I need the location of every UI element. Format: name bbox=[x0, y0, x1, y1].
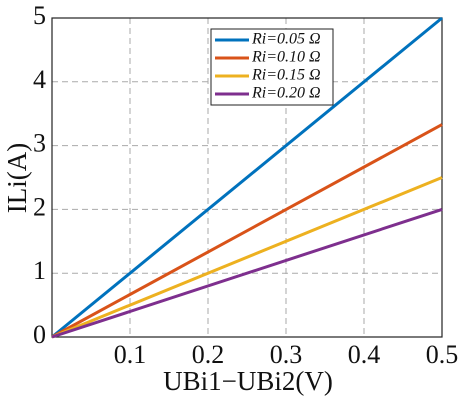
x-tick-label: 0.5 bbox=[426, 340, 459, 369]
y-axis-label: ILi(A) bbox=[2, 143, 32, 213]
legend-label: Ri=0.10 Ω bbox=[251, 49, 321, 66]
y-tick-label: 5 bbox=[33, 1, 46, 30]
x-axis-label: UBi1−UBi2(V) bbox=[163, 366, 333, 396]
y-tick-label: 0 bbox=[33, 320, 46, 349]
series-line bbox=[51, 123, 443, 339]
y-tick-label: 3 bbox=[33, 129, 46, 158]
x-tick-label: 0.2 bbox=[192, 340, 225, 369]
series-line bbox=[51, 176, 443, 339]
y-tick-label: 4 bbox=[33, 65, 46, 94]
x-tick-label: 0.1 bbox=[114, 340, 147, 369]
legend-label: Ri=0.05 Ω bbox=[251, 31, 321, 48]
y-tick-label: 2 bbox=[33, 192, 46, 221]
series-line bbox=[51, 207, 443, 339]
legend-box bbox=[210, 28, 334, 106]
legend-label: Ri=0.15 Ω bbox=[251, 67, 321, 84]
legend-label: Ri=0.20 Ω bbox=[251, 85, 321, 102]
series-line bbox=[51, 16, 443, 339]
x-tick-label: 0.3 bbox=[270, 340, 303, 369]
x-tick-label: 0.4 bbox=[348, 340, 381, 369]
y-tick-label: 1 bbox=[33, 256, 46, 285]
